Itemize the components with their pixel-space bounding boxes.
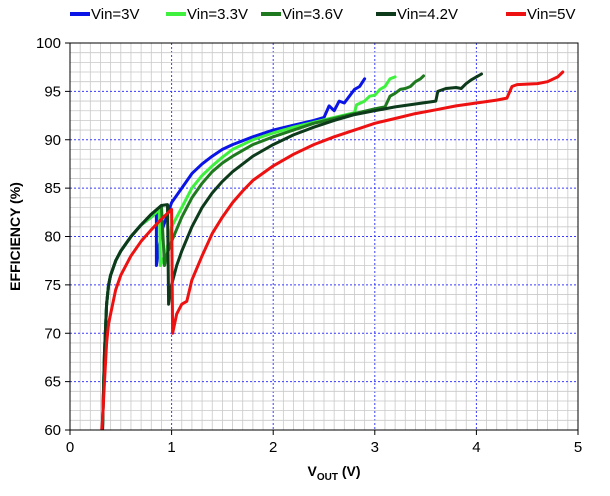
y-tick-label: 100 bbox=[36, 35, 61, 52]
legend-item-1: Vin=3V bbox=[70, 6, 140, 23]
x-tick-label: 5 bbox=[574, 439, 582, 456]
series-line-5 bbox=[100, 70, 565, 430]
y-axis-title: EFFICIENCY (%) bbox=[7, 182, 23, 291]
series-line-1 bbox=[101, 77, 367, 430]
y-tick-label: 95 bbox=[44, 83, 61, 100]
series-line-4 bbox=[101, 72, 483, 430]
legend-item-5: Vin=5V bbox=[506, 6, 576, 23]
y-tick-label: 90 bbox=[44, 132, 61, 149]
y-tick-label: 65 bbox=[44, 374, 61, 391]
y-tick-label: 80 bbox=[44, 229, 61, 246]
x-tick-label: 3 bbox=[371, 439, 379, 456]
x-tick-label: 4 bbox=[472, 439, 480, 456]
legend-label: Vin=5V bbox=[527, 6, 576, 23]
y-tick-label: 75 bbox=[44, 277, 61, 294]
legend-label: Vin=4.2V bbox=[397, 6, 458, 23]
legend-item-3: Vin=3.6V bbox=[261, 6, 343, 23]
series-lines bbox=[100, 70, 565, 430]
x-axis-title-subscript: OUT bbox=[317, 472, 338, 483]
x-tick-label: 1 bbox=[167, 439, 175, 456]
legend-label: Vin=3.3V bbox=[187, 6, 248, 23]
y-tick-label: 85 bbox=[44, 180, 61, 197]
x-axis-title-unit: (V) bbox=[338, 463, 361, 479]
legend: Vin=3V Vin=3.3V Vin=3.6V Vin=4.2V Vin=5V bbox=[70, 6, 576, 23]
y-tick-label: 60 bbox=[44, 422, 61, 439]
y-tick-label: 70 bbox=[44, 325, 61, 342]
legend-item-2: Vin=3.3V bbox=[166, 6, 248, 23]
x-axis-title-main: V bbox=[307, 463, 317, 479]
grid bbox=[69, 42, 579, 431]
legend-label: Vin=3V bbox=[91, 6, 140, 23]
x-tick-label: 2 bbox=[269, 439, 277, 456]
legend-label: Vin=3.6V bbox=[282, 6, 343, 23]
x-axis-title: VOUT (V) bbox=[307, 463, 360, 483]
x-tick-label: 0 bbox=[66, 439, 74, 456]
legend-item-4: Vin=4.2V bbox=[376, 6, 458, 23]
axis-ticks: 0 1 2 3 4 5 60 65 70 75 80 85 90 95 100 bbox=[36, 35, 582, 456]
